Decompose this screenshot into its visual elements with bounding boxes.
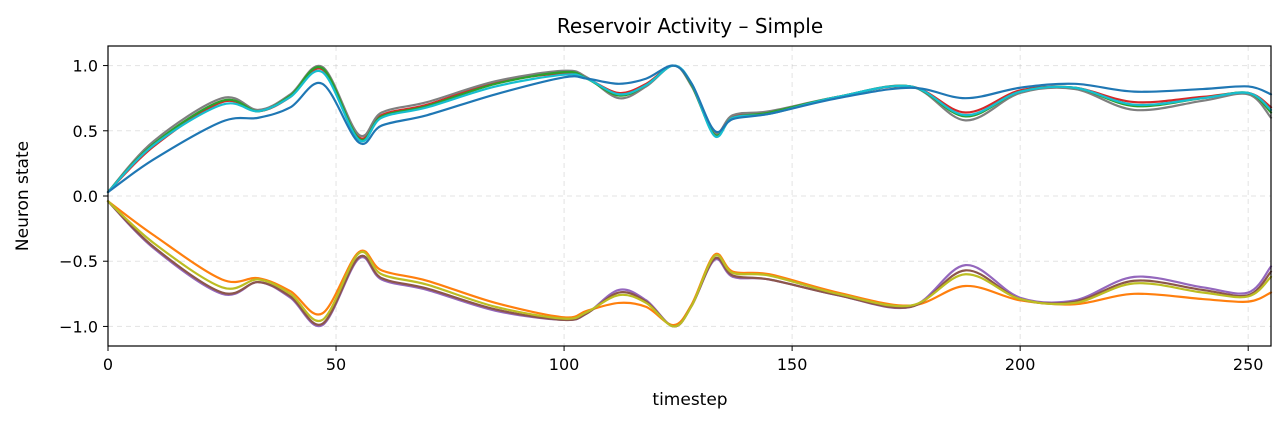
series-line-5	[106, 64, 1273, 194]
x-tick-label: 250	[1233, 355, 1264, 374]
y-tick-label: −1.0	[59, 317, 98, 336]
x-axis-ticks: 0 50 100 150 200 250	[103, 346, 1264, 374]
x-tick-label: 100	[549, 355, 580, 374]
y-axis-label: Neuron state	[13, 141, 33, 251]
series-line-7	[106, 200, 1273, 327]
series-layer	[106, 64, 1273, 328]
x-tick-label: 50	[326, 355, 346, 374]
y-tick-label: 1.0	[73, 57, 98, 76]
chart-title: Reservoir Activity – Simple	[557, 14, 823, 38]
series-line-4	[106, 64, 1273, 194]
y-tick-label: 0.5	[73, 122, 98, 141]
y-tick-label: 0.0	[73, 187, 98, 206]
x-axis-label: timestep	[652, 390, 727, 410]
x-tick-label: 150	[777, 355, 808, 374]
series-line-9	[106, 200, 1273, 328]
x-tick-label: 200	[1005, 355, 1036, 374]
series-line-2	[106, 64, 1273, 194]
x-tick-label: 0	[103, 355, 113, 374]
y-axis-ticks: 1.0 0.5 0.0 −0.5 −1.0	[59, 57, 108, 336]
y-tick-label: −0.5	[59, 252, 98, 271]
